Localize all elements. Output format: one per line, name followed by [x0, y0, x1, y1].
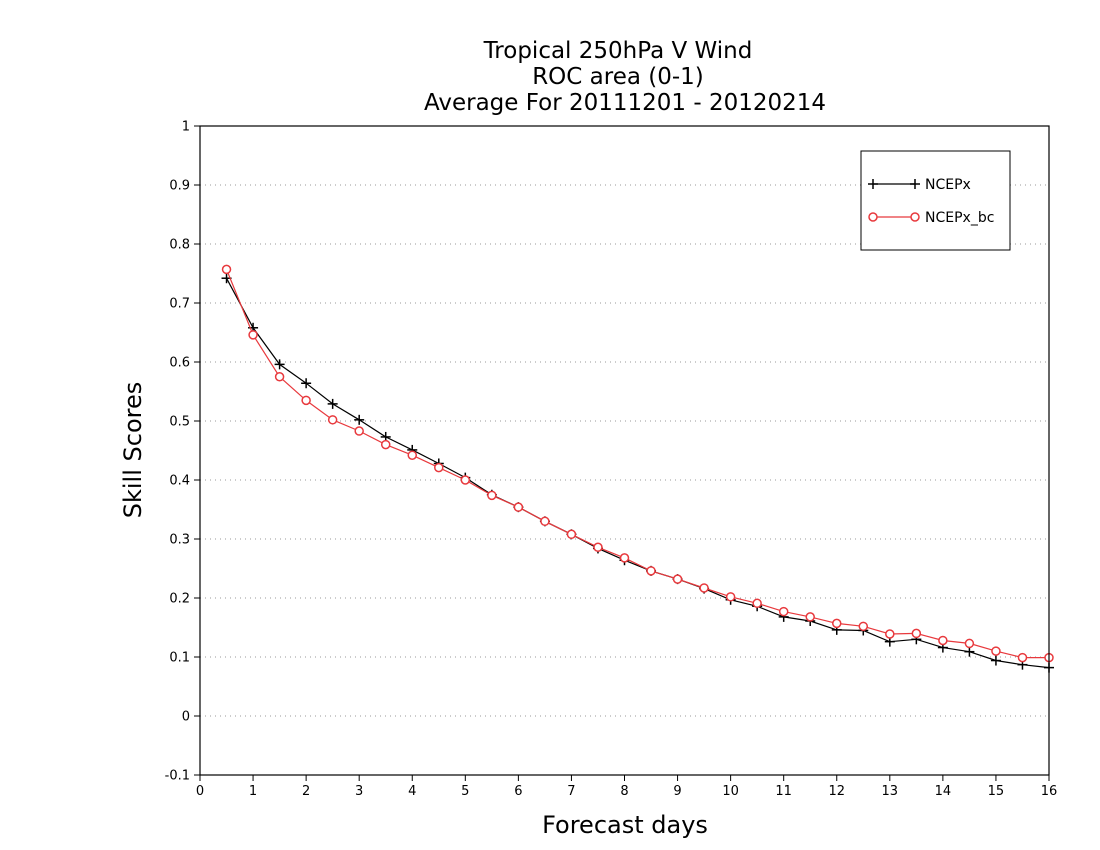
data-point	[301, 395, 311, 406]
series-NCEPx_bc	[221, 264, 1054, 663]
grid-lines	[200, 184, 1049, 717]
data-point	[301, 378, 312, 389]
series-line	[225, 269, 1049, 659]
x-tick-label: 0	[196, 784, 204, 799]
data-point	[911, 628, 922, 639]
data-point	[938, 635, 948, 646]
y-axis-label: Skill Scores	[119, 382, 147, 519]
data-point	[699, 583, 709, 593]
data-point	[487, 490, 497, 501]
data-point	[964, 638, 975, 649]
x-tick-label: 12	[828, 784, 845, 799]
data-point	[672, 574, 683, 584]
data-point	[778, 606, 789, 617]
data-point	[566, 529, 577, 540]
data-point	[540, 516, 550, 527]
plot-frame	[199, 125, 1050, 776]
x-tick-label: 7	[567, 784, 575, 799]
data-point	[354, 414, 365, 425]
x-tick-label: 10	[722, 784, 739, 799]
series-NCEPx	[221, 273, 1054, 673]
chart-title-line-2: ROC area (0-1)	[532, 64, 704, 90]
data-point	[407, 450, 417, 460]
legend-marker	[868, 212, 878, 222]
series-line	[225, 277, 1050, 669]
y-tick-label: 0.7	[169, 297, 190, 312]
y-tick-label: -0.1	[165, 769, 190, 784]
data-point	[274, 359, 285, 370]
x-tick-label: 8	[620, 784, 628, 799]
data-point	[248, 330, 258, 340]
x-tick-label: 5	[461, 784, 469, 799]
legend-label: NCEPx_bc	[925, 210, 994, 226]
chart-title-line-3: Average For 20111201 - 20120214	[424, 90, 826, 116]
y-tick-label: 0	[182, 710, 190, 725]
legend-marker	[910, 212, 920, 222]
y-tick-label: 0.1	[169, 651, 190, 666]
x-tick-label: 3	[355, 784, 363, 799]
data-point	[380, 439, 391, 450]
x-tick-label: 11	[775, 784, 792, 799]
data-point	[593, 542, 603, 553]
x-tick-label: 13	[882, 784, 899, 799]
x-tick-label: 14	[935, 784, 952, 799]
legend: NCEPx NCEPx_bc	[860, 150, 1011, 251]
x-tick-label: 9	[673, 784, 681, 799]
y-tick-label: 0.6	[169, 356, 190, 371]
data-point	[990, 655, 1001, 666]
x-tick-label: 1	[249, 784, 257, 799]
x-tick-label: 4	[408, 784, 416, 799]
data-point	[1017, 652, 1028, 663]
data-point	[460, 475, 471, 485]
data-point	[619, 553, 630, 563]
data-point	[725, 592, 736, 602]
chart-title-line-1: Tropical 250hPa V Wind	[483, 38, 753, 64]
data-point	[805, 612, 815, 622]
y-tick-label: 0.9	[169, 179, 190, 194]
data-point	[858, 621, 869, 632]
data-point	[752, 598, 762, 609]
legend-marker	[910, 179, 920, 189]
x-tick-label: 2	[302, 784, 310, 799]
legend-box	[860, 150, 1011, 251]
x-tick-label: 16	[1041, 784, 1058, 799]
y-axis: -0.1 0 0.1 0.2 0.3 0.4 0.5 0.6 0.7 0.8 0.9 1	[165, 120, 200, 784]
series-layer	[221, 264, 1054, 673]
data-point	[964, 646, 975, 657]
legend-marker	[868, 179, 878, 189]
x-axis: 0 1 2 3 4 5 6 7 8 9 10 11 12 13 14 15 16	[196, 775, 1057, 799]
x-tick-label: 6	[514, 784, 522, 799]
data-point	[434, 462, 444, 473]
y-tick-label: 1	[182, 120, 190, 135]
data-point	[991, 646, 1001, 656]
legend-entry-NCEPx: NCEPx	[868, 177, 971, 193]
data-point	[327, 415, 338, 425]
y-tick-label: 0.4	[169, 474, 190, 489]
data-point	[513, 502, 524, 512]
data-point	[354, 426, 364, 436]
x-axis-label: Forecast days	[542, 811, 708, 839]
legend-label: NCEPx	[925, 177, 971, 193]
data-point	[221, 264, 232, 275]
data-point	[646, 566, 656, 576]
y-tick-label: 0.8	[169, 238, 190, 253]
data-point	[327, 398, 338, 409]
y-tick-label: 0.5	[169, 415, 190, 430]
y-tick-label: 0.3	[169, 533, 190, 548]
data-point	[832, 618, 842, 629]
legend-entry-NCEPx_bc: NCEPx_bc	[868, 210, 994, 226]
data-point	[274, 372, 285, 382]
data-point	[885, 629, 895, 639]
x-tick-label: 15	[988, 784, 1005, 799]
y-tick-label: 0.2	[169, 592, 190, 607]
